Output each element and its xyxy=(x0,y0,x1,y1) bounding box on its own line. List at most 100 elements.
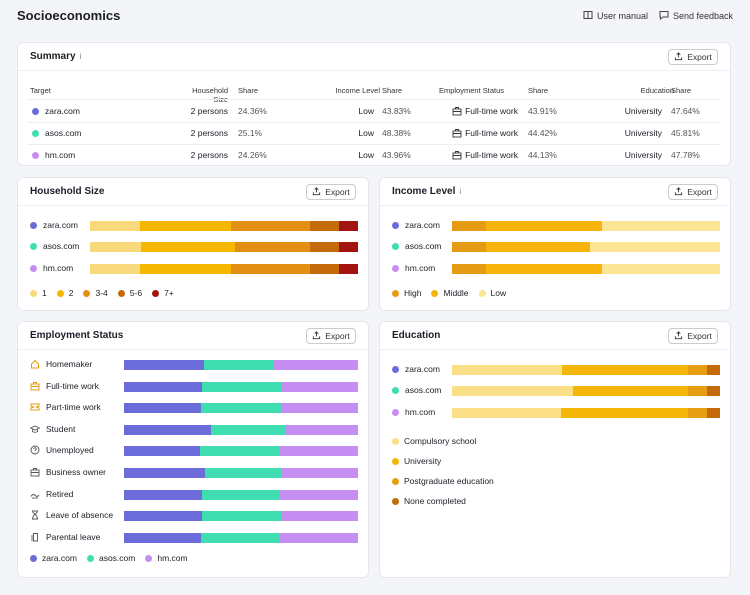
bar-segment[interactable] xyxy=(140,221,231,231)
legend-item[interactable]: None completed xyxy=(392,496,494,506)
bar-segment[interactable] xyxy=(279,446,358,457)
legend-item[interactable]: Compulsory school xyxy=(392,436,494,446)
employment-bar[interactable] xyxy=(124,489,358,500)
income-export-button[interactable]: Export xyxy=(668,184,718,200)
legend-item[interactable]: 1 xyxy=(30,288,47,298)
bar-segment[interactable] xyxy=(140,264,231,274)
bar-segment[interactable] xyxy=(310,221,340,231)
legend-item[interactable]: hm.com xyxy=(145,553,188,563)
bar-segment[interactable] xyxy=(590,242,720,252)
bar-segment[interactable] xyxy=(124,532,202,543)
legend-item[interactable]: Postgraduate education xyxy=(392,476,494,486)
send-feedback-link[interactable]: Send feedback xyxy=(659,10,733,22)
bar-segment[interactable] xyxy=(204,468,282,478)
legend-item[interactable]: asos.com xyxy=(86,553,135,563)
bar-segment[interactable] xyxy=(687,365,707,375)
bar-segment[interactable] xyxy=(706,386,720,396)
bar-segment[interactable] xyxy=(485,264,603,274)
bar-segment[interactable] xyxy=(285,424,358,435)
legend-item[interactable]: 2 xyxy=(56,288,73,298)
legend-item[interactable]: 7+ xyxy=(152,288,174,298)
bar-segment[interactable] xyxy=(485,242,591,252)
summary-export-button[interactable]: Export xyxy=(668,49,718,65)
bar-segment[interactable] xyxy=(90,264,141,274)
bar-segment[interactable] xyxy=(234,242,310,252)
bar-segment[interactable] xyxy=(124,446,201,457)
bar-segment[interactable] xyxy=(124,403,202,414)
bar-segment[interactable] xyxy=(140,242,235,252)
employment-bar[interactable] xyxy=(124,403,358,414)
bar-segment[interactable] xyxy=(280,381,358,392)
bar-segment[interactable] xyxy=(706,365,720,375)
education-bar[interactable] xyxy=(452,365,720,375)
income-bar[interactable] xyxy=(452,242,720,252)
bar-segment[interactable] xyxy=(230,264,311,274)
legend-item[interactable]: University xyxy=(392,456,494,466)
bar-segment[interactable] xyxy=(485,221,603,231)
bar-segment[interactable] xyxy=(281,468,358,478)
bar-segment[interactable] xyxy=(230,221,311,231)
bar-segment[interactable] xyxy=(572,386,688,396)
legend-item[interactable]: zara.com xyxy=(30,553,77,563)
household-export-button[interactable]: Export xyxy=(306,184,356,200)
household-bar[interactable] xyxy=(90,242,358,252)
info-icon[interactable]: i xyxy=(79,52,82,61)
bar-segment[interactable] xyxy=(90,242,141,252)
bar-segment[interactable] xyxy=(561,365,688,375)
household-bar[interactable] xyxy=(90,221,358,231)
bar-segment[interactable] xyxy=(602,264,720,274)
household-bar[interactable] xyxy=(90,264,358,274)
bar-segment[interactable] xyxy=(452,408,561,418)
bar-segment[interactable] xyxy=(339,264,358,274)
bar-segment[interactable] xyxy=(202,381,281,392)
user-manual-link[interactable]: User manual xyxy=(583,10,648,22)
bar-segment[interactable] xyxy=(279,532,358,543)
info-icon[interactable]: i xyxy=(459,187,462,196)
bar-segment[interactable] xyxy=(124,511,203,522)
legend-item[interactable]: Low xyxy=(478,288,506,298)
bar-segment[interactable] xyxy=(124,424,211,435)
bar-segment[interactable] xyxy=(124,360,204,370)
bar-segment[interactable] xyxy=(124,468,205,478)
employment-export-button[interactable]: Export xyxy=(306,328,356,344)
bar-segment[interactable] xyxy=(273,360,358,370)
education-bar[interactable] xyxy=(452,408,720,418)
bar-segment[interactable] xyxy=(452,221,486,231)
bar-segment[interactable] xyxy=(280,511,358,522)
bar-segment[interactable] xyxy=(452,365,562,375)
bar-segment[interactable] xyxy=(210,424,286,435)
legend-item[interactable]: High xyxy=(392,288,421,298)
bar-segment[interactable] xyxy=(687,408,707,418)
bar-segment[interactable] xyxy=(339,221,358,231)
bar-segment[interactable] xyxy=(202,489,280,500)
employment-bar[interactable] xyxy=(124,468,358,478)
employment-bar[interactable] xyxy=(124,381,358,392)
bar-segment[interactable] xyxy=(201,532,280,543)
bar-segment[interactable] xyxy=(202,511,281,522)
bar-segment[interactable] xyxy=(339,242,358,252)
legend-item[interactable]: 5-6 xyxy=(117,288,142,298)
employment-bar[interactable] xyxy=(124,360,358,370)
employment-bar[interactable] xyxy=(124,511,358,522)
bar-segment[interactable] xyxy=(200,446,280,457)
bar-segment[interactable] xyxy=(560,408,688,418)
employment-bar[interactable] xyxy=(124,424,358,435)
income-bar[interactable] xyxy=(452,264,720,274)
bar-segment[interactable] xyxy=(706,408,720,418)
education-export-button[interactable]: Export xyxy=(668,328,718,344)
bar-segment[interactable] xyxy=(310,264,340,274)
education-bar[interactable] xyxy=(452,386,720,396)
employment-bar[interactable] xyxy=(124,446,358,457)
bar-segment[interactable] xyxy=(203,360,274,370)
income-bar[interactable] xyxy=(452,221,720,231)
bar-segment[interactable] xyxy=(124,381,203,392)
bar-segment[interactable] xyxy=(90,221,141,231)
bar-segment[interactable] xyxy=(124,489,203,500)
bar-segment[interactable] xyxy=(687,386,707,396)
bar-segment[interactable] xyxy=(309,242,340,252)
legend-item[interactable]: Middle xyxy=(431,288,469,298)
bar-segment[interactable] xyxy=(602,221,720,231)
bar-segment[interactable] xyxy=(452,386,573,396)
employment-bar[interactable] xyxy=(124,532,358,543)
bar-segment[interactable] xyxy=(279,489,358,500)
